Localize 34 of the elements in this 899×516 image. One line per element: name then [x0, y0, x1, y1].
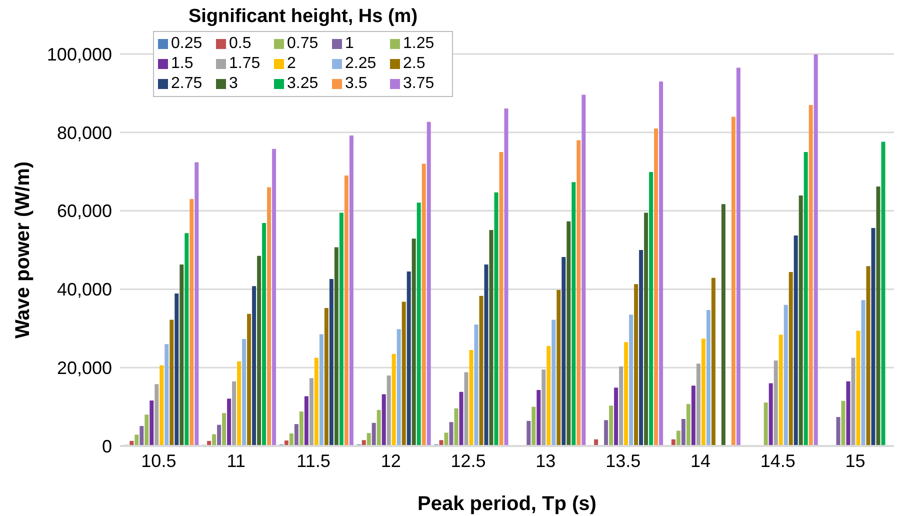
legend-label: 3: [229, 75, 238, 93]
legend-label: 2.25: [345, 55, 376, 73]
x-tick-label: 12: [380, 450, 401, 471]
y-tick-label: 20,000: [56, 358, 112, 378]
x-tick-label: 13: [536, 450, 556, 471]
legend-label: 1.75: [229, 55, 260, 73]
y-tick-label: 60,000: [56, 201, 112, 222]
legend-label: 3.5: [345, 75, 368, 93]
legend-label: 1.5: [171, 55, 194, 73]
x-tick-label: 13.5: [606, 450, 641, 471]
legend-label: 2: [287, 55, 296, 73]
legend-label: 2.75: [171, 75, 202, 93]
x-tick-label: 14: [690, 450, 711, 471]
y-tick-label: 100,000: [46, 44, 112, 64]
legend-label: 1: [345, 35, 354, 53]
x-axis-title: Peak period, Tp (s): [418, 493, 596, 515]
legend-title: Significant height, Hs (m): [188, 6, 418, 28]
y-tick-label: 80,000: [56, 122, 112, 143]
y-axis-title: Wave power (W/m): [12, 161, 34, 339]
x-tick-label: 15: [845, 450, 866, 471]
legend-label: 1.25: [403, 35, 434, 53]
legend-label: 0.25: [171, 35, 202, 53]
legend-label: 3.75: [403, 75, 434, 93]
y-tick-label: 40,000: [56, 280, 112, 300]
legend-label: 2.5: [403, 55, 426, 73]
x-tick-label: 11.5: [296, 450, 330, 471]
legend-label: 0.5: [229, 35, 252, 53]
legend-label: 3.25: [287, 75, 318, 93]
y-tick-label: 0: [102, 436, 112, 456]
x-tick-label: 11: [226, 450, 246, 471]
x-tick-label: 10.5: [141, 450, 176, 471]
legend-label: 0.75: [287, 35, 318, 53]
x-tick-label: 14.5: [760, 450, 796, 471]
x-tick-label: 12.5: [450, 450, 486, 471]
